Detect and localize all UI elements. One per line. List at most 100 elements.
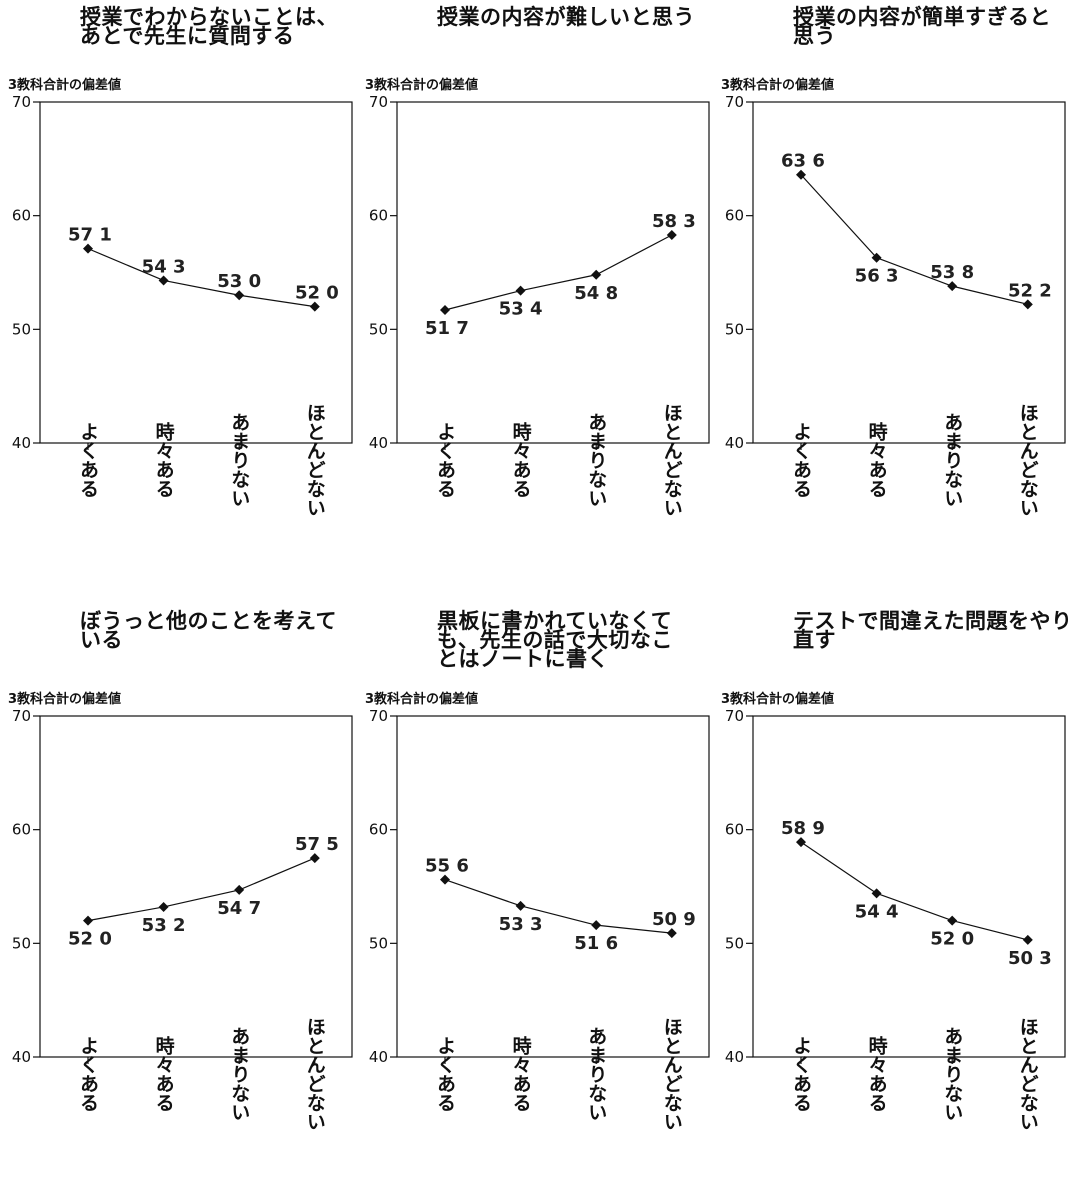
y-tick-label: 70 [725,707,744,725]
data-point-marker [158,901,169,912]
data-point-marker [666,928,677,939]
data-label: 52 0 [930,929,974,950]
data-point-marker [796,169,806,180]
series-line [444,234,673,311]
plot-frame [396,715,710,1058]
y-tick-label: 60 [725,821,744,839]
series-line [800,174,1028,305]
line-chart: 40 50 60 70 よくある 時々ある あまりない ほとんどない 55 6 53 3 51 6 5… [369,707,710,1131]
x-category-label: あまりない [585,1027,607,1122]
x-category-label: 時々ある [153,1036,175,1112]
data-point-marker [83,915,93,926]
data-label: 63 6 [781,151,825,172]
y-axis-label: 3教科合計の偏差値 [8,78,122,93]
y-axis-label: 3教科合計の偏差値 [721,78,835,93]
data-label: 58 9 [781,818,825,839]
plot-frame [752,715,1066,1058]
x-category-label: あまりない [228,413,250,508]
y-tick-label: 60 [725,207,744,225]
x-category-label: 時々ある [510,422,532,498]
data-label: 57 1 [68,225,112,246]
x-category-label: よくある [790,1036,812,1112]
plot-frame [396,101,710,444]
x-category-label: ほとんどない [304,403,326,517]
x-category-label: よくある [790,422,812,498]
data-label: 53 8 [930,262,974,283]
y-tick-label: 40 [12,1048,31,1066]
data-point-marker [515,285,526,296]
data-point-marker [666,229,677,240]
data-point-marker [871,252,882,263]
x-category-label: 時々ある [866,422,888,498]
data-point-marker [1022,934,1033,945]
data-point-marker [440,874,450,885]
data-label: 58 3 [652,211,696,232]
plot-frame [752,101,1066,444]
line-chart: 40 50 60 70 よくある 時々ある あまりない ほとんどない 58 9 54 4 52 0 5… [725,707,1066,1131]
data-point-marker [234,884,245,895]
y-axis-label: 3教科合計の偏差値 [365,692,479,707]
data-label: 54 4 [855,901,899,922]
data-label: 53 0 [217,271,261,292]
x-category-label: よくある [434,1036,456,1112]
line-chart: 40 50 60 70 よくある 時々ある あまりない ほとんどない 51 7 53 4 54 8 5… [369,93,710,517]
series-line [87,857,316,922]
y-tick-label: 70 [369,707,388,725]
x-category-label: ほとんどない [1017,403,1039,517]
x-category-label: 時々ある [510,1036,532,1112]
series-line [87,248,315,308]
x-category-label: ほとんどない [304,1017,326,1131]
y-tick-label: 50 [12,320,31,338]
y-tick-label: 60 [369,207,388,225]
data-label: 55 6 [425,856,469,877]
y-tick-label: 70 [725,93,744,111]
data-point-marker [309,301,320,312]
data-label: 52 0 [68,929,112,950]
chart-title: ぼうっと他のことを考えて いる [80,609,337,652]
x-category-label: あまりない [941,1027,963,1122]
data-label: 54 8 [574,283,618,304]
data-point-marker [234,290,245,301]
y-tick-label: 70 [12,93,31,111]
chart-title: テストで間違えた問題をやり 直す [793,609,1073,652]
y-tick-label: 40 [12,434,31,452]
data-point-marker [1022,299,1033,310]
y-tick-label: 50 [12,934,31,952]
x-category-label: 時々ある [153,422,175,498]
x-category-label: ほとんどない [1017,1017,1039,1131]
x-category-label: ほとんどない [661,403,683,517]
y-tick-label: 40 [725,434,744,452]
line-chart: 40 50 60 70 よくある 時々ある あまりない ほとんどない 52 0 53 2 54 7 5… [12,707,353,1131]
data-label: 53 3 [499,914,543,935]
series-line [444,879,672,934]
y-tick-label: 70 [12,707,31,725]
chart-title: 授業の内容が簡単すぎると 思う [793,5,1051,48]
y-tick-label: 50 [369,320,388,338]
data-point-marker [309,853,320,864]
data-point-marker [591,269,602,280]
data-label: 50 3 [1008,948,1052,969]
data-point-marker [440,305,450,316]
y-tick-label: 50 [725,320,744,338]
x-category-label: よくある [77,422,99,498]
data-point-marker [83,243,93,254]
data-point-marker [947,281,958,292]
y-tick-label: 50 [369,934,388,952]
y-tick-label: 60 [12,207,31,225]
line-chart: 40 50 60 70 よくある 時々ある あまりない ほとんどない 63 6 56 3 53 8 5… [725,93,1066,517]
chart-title: 授業でわからないことは、 あとで先生に質問する [80,5,338,48]
data-point-marker [158,275,169,286]
data-point-marker [515,900,526,911]
data-label: 52 0 [295,283,339,304]
data-label: 57 5 [295,834,339,855]
x-category-label: あまりない [941,413,963,508]
data-point-marker [947,915,958,926]
chart-title: 黒板に書かれていなくて も、先生の話で大切なこ とはノートに書く [437,609,673,671]
data-point-marker [871,888,882,899]
plot-frame [39,101,353,444]
data-label: 51 6 [574,933,618,954]
x-category-label: 時々ある [866,1036,888,1112]
data-point-marker [796,837,806,848]
y-tick-label: 50 [725,934,744,952]
